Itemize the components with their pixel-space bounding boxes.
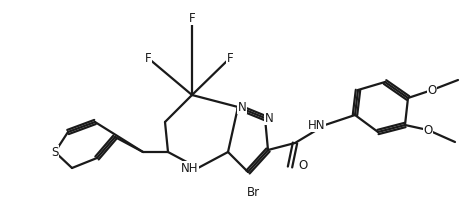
Text: F: F: [227, 51, 233, 64]
Text: N: N: [238, 101, 247, 114]
Text: HN: HN: [307, 119, 325, 132]
Text: Br: Br: [247, 185, 259, 198]
Text: NH: NH: [180, 161, 198, 174]
Text: O: O: [298, 158, 307, 172]
Text: O: O: [423, 123, 433, 136]
Text: F: F: [189, 11, 195, 24]
Text: N: N: [265, 112, 274, 125]
Text: O: O: [428, 84, 437, 97]
Text: F: F: [145, 51, 152, 64]
Text: S: S: [51, 145, 59, 158]
